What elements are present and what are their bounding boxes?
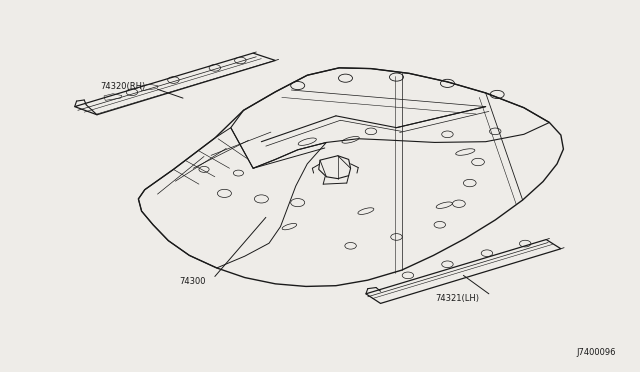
Text: 74300: 74300 [179,278,206,286]
Text: J7400096: J7400096 [577,347,616,357]
Text: 74321(LH): 74321(LH) [435,294,479,303]
Text: 74320(RH): 74320(RH) [100,82,145,91]
